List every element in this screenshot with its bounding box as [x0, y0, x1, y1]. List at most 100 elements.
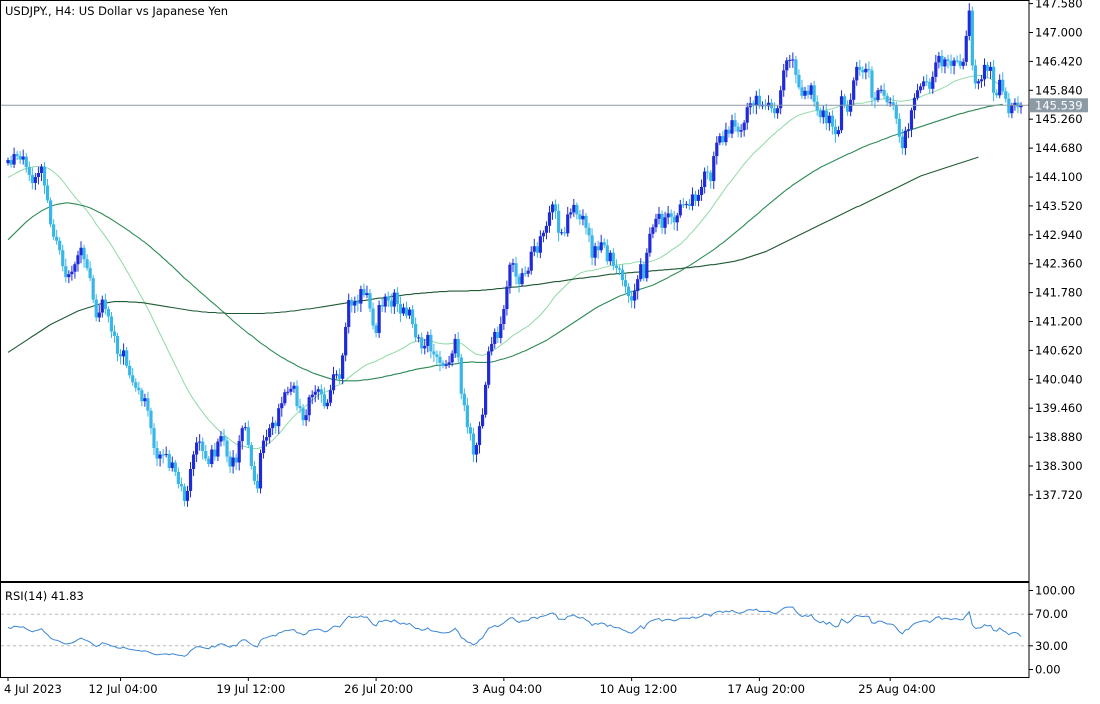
candle-body: [337, 374, 342, 379]
candle-body: [377, 305, 381, 333]
candle-body: [535, 246, 539, 253]
candle-body: [560, 232, 564, 234]
candle: [839, 90, 844, 134]
candle-body: [709, 172, 713, 181]
candle: [967, 3, 971, 41]
price-tick-label: 137.720: [1035, 488, 1083, 502]
candle: [605, 239, 609, 265]
candle-body: [246, 427, 250, 446]
candle: [39, 164, 44, 181]
candle: [812, 80, 816, 107]
candle-body: [973, 65, 977, 84]
candle: [359, 285, 363, 313]
candle: [277, 403, 281, 435]
time-axis: 4 Jul 2023 12 Jul 04:00 19 Jul 12:00 26 Jul…: [4, 677, 936, 696]
candle: [310, 390, 314, 405]
candle-body: [703, 171, 707, 187]
candle-body: [255, 480, 260, 489]
candle: [620, 264, 625, 287]
candle-body: [666, 213, 670, 218]
candle: [690, 187, 695, 211]
price-tick-label: 145.840: [1035, 83, 1083, 97]
candle: [307, 394, 311, 422]
candle: [505, 280, 509, 316]
candles[interactable]: [6, 3, 1023, 507]
candle-body: [587, 227, 591, 236]
candle: [64, 258, 68, 283]
candle: [867, 61, 871, 78]
candle: [766, 95, 771, 111]
candle: [833, 119, 838, 143]
candle: [356, 294, 360, 312]
candle-body: [471, 433, 476, 455]
candle-body: [626, 286, 631, 297]
candle-body: [569, 212, 573, 215]
candle-body: [836, 130, 841, 135]
candle: [158, 451, 162, 467]
candle: [827, 112, 831, 131]
moving-averages: [7, 74, 1003, 450]
candle-body: [511, 263, 515, 265]
candle-body: [712, 156, 716, 181]
candle-body: [706, 171, 710, 173]
candle-body: [21, 156, 25, 160]
candle-body: [952, 60, 956, 66]
candle: [876, 87, 880, 103]
candle: [912, 93, 917, 119]
candle-body: [919, 86, 923, 91]
candle: [578, 209, 582, 225]
candle-body: [334, 374, 339, 376]
candle-body: [140, 390, 144, 402]
candle-body: [514, 263, 518, 277]
candle-body: [979, 79, 984, 82]
candle-body: [417, 337, 421, 339]
candle-body: [380, 305, 384, 307]
candle-body: [915, 90, 920, 98]
candle: [979, 74, 984, 88]
candle: [499, 316, 503, 344]
candle: [736, 122, 740, 138]
candle: [149, 407, 153, 435]
candle-body: [322, 394, 326, 407]
candle: [55, 229, 59, 245]
candle: [198, 434, 202, 451]
candle-body: [231, 457, 235, 467]
candle-body: [143, 398, 147, 402]
candle: [949, 54, 953, 74]
candle-body: [170, 462, 174, 468]
candle: [456, 331, 460, 363]
candle: [639, 258, 643, 282]
candle: [493, 328, 497, 349]
candle-body: [593, 246, 597, 258]
candle-body: [79, 247, 83, 256]
candle: [128, 360, 132, 379]
candle-body: [438, 356, 442, 363]
time-tick-label: 12 Jul 04:00: [89, 682, 158, 696]
candle-body: [505, 286, 509, 310]
candle: [94, 294, 98, 322]
candle: [961, 58, 965, 70]
price-panel-border: [0, 0, 1030, 582]
time-tick-label: 25 Aug 04:00: [858, 682, 936, 696]
candle-body: [715, 142, 719, 157]
candle-body: [520, 273, 524, 285]
candle: [33, 173, 37, 190]
candle: [195, 437, 199, 463]
candle-body: [76, 255, 80, 265]
candle: [882, 83, 886, 100]
candle: [745, 102, 749, 130]
candle: [484, 381, 488, 418]
candle: [791, 52, 795, 68]
price-tick-label: 142.360: [1035, 257, 1083, 271]
candle-body: [210, 449, 214, 465]
candle: [502, 305, 506, 330]
candle-body: [1004, 91, 1008, 99]
candle-body: [477, 426, 482, 446]
candle-body: [648, 233, 652, 253]
candle: [754, 90, 758, 115]
candle-body: [538, 236, 542, 253]
candle: [550, 201, 555, 220]
candle-body: [779, 90, 783, 109]
candle-body: [67, 274, 71, 278]
rsi-tick-label: 30.00: [1035, 639, 1068, 653]
